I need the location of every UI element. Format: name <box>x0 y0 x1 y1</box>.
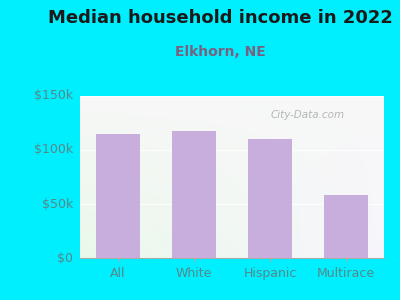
Text: $0: $0 <box>57 251 73 265</box>
Text: Median household income in 2022: Median household income in 2022 <box>48 9 392 27</box>
Bar <box>324 195 368 258</box>
Bar <box>96 134 140 258</box>
Text: $150k: $150k <box>34 89 73 103</box>
Text: Elkhorn, NE: Elkhorn, NE <box>175 45 265 59</box>
Text: City-Data.com: City-Data.com <box>271 110 345 120</box>
Text: $100k: $100k <box>34 143 73 157</box>
Bar <box>248 139 292 258</box>
Bar <box>172 130 216 258</box>
Text: $50k: $50k <box>42 197 73 211</box>
